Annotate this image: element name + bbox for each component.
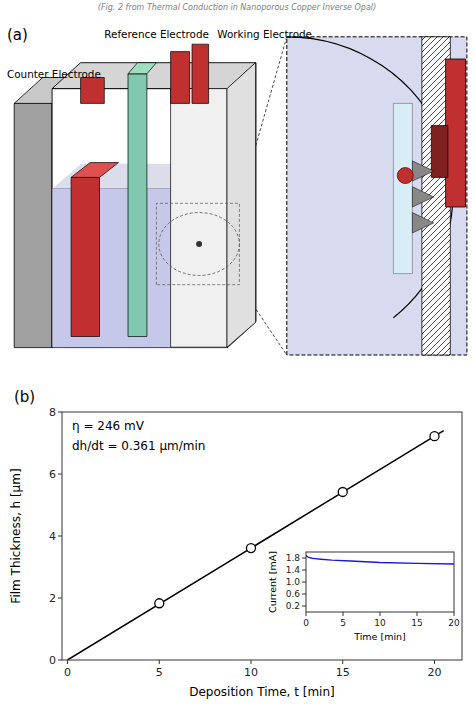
plot-frame: [306, 552, 454, 612]
y-tick-label: 0.6: [286, 589, 301, 599]
x-tick: [380, 612, 381, 616]
plot-area: [62, 412, 462, 660]
y-axis-label: Current [mA]: [267, 551, 278, 613]
schematic-shape: [431, 126, 448, 178]
schematic-shape: [128, 74, 147, 337]
schematic-shape: [228, 63, 257, 348]
main-chart: 0 5 10 15 20 0 2 4 6 8 Deposition Time, t [min] Fil…: [9, 388, 462, 699]
figure: (Fig. 2 from Thermal Conduction in Nanop…: [0, 0, 474, 718]
data-layer: [306, 556, 454, 564]
x-axis-label: Deposition Time, t [min]: [189, 685, 334, 699]
x-tick: [306, 612, 307, 616]
x-tick-label: 5: [156, 666, 163, 679]
plot-area: [306, 552, 454, 612]
data-point: [246, 544, 255, 553]
schematic-dot: [196, 241, 202, 247]
annotation: dh/dt = 0.361 μm/min: [72, 439, 205, 453]
schematic-shape: [412, 161, 433, 181]
data-line: [306, 556, 454, 564]
y-tick: [58, 536, 62, 537]
x-tick-label: 20: [427, 666, 441, 679]
y-tick: [58, 598, 62, 599]
schematic-shape: [171, 89, 227, 348]
data-point: [155, 599, 164, 608]
y-tick-label: 2: [49, 592, 56, 605]
y-tick: [302, 594, 306, 595]
x-tick-label: 5: [340, 618, 346, 628]
x-tick-label: 10: [244, 666, 258, 679]
x-tick-label: 20: [448, 618, 460, 628]
schematic-shape: [81, 78, 105, 104]
x-tick: [159, 660, 160, 664]
y-tick: [58, 412, 62, 413]
y-tick: [58, 474, 62, 475]
x-tick-label: 10: [374, 618, 386, 628]
data-point: [338, 487, 347, 496]
diagram-label: Working Electrode: [217, 28, 312, 40]
schematic-shape: [128, 63, 156, 74]
y-tick-label: 1.8: [286, 553, 301, 563]
figure-title: (Fig. 2 from Thermal Conduction in Nanop…: [98, 3, 376, 12]
y-tick: [302, 582, 306, 583]
schematic-shape: [156, 203, 239, 284]
x-tick-label: 0: [303, 618, 309, 628]
x-tick-label: 15: [336, 666, 350, 679]
y-tick: [302, 558, 306, 559]
x-tick: [434, 660, 435, 664]
data-point: [430, 432, 439, 441]
x-axis-label: Time [min]: [353, 631, 406, 642]
schematic-shape: [14, 103, 52, 347]
annotation: η = 246 mV: [72, 419, 145, 433]
y-tick: [302, 606, 306, 607]
x-tick: [250, 660, 251, 664]
y-tick-label: 1.4: [286, 565, 301, 575]
x-tick: [417, 612, 418, 616]
y-axis-label: Film Thickness, h [μm]: [9, 468, 23, 603]
schematic-shape: [71, 177, 99, 336]
y-tick-label: 0: [49, 654, 56, 667]
schematic-circle: [159, 213, 240, 276]
schematic-shape: [227, 63, 256, 348]
diagram-label: Reference Electrode: [104, 28, 209, 40]
panel-label: (a): [7, 26, 28, 44]
data-line: [68, 431, 444, 660]
data-layer: [68, 431, 444, 660]
schematic-shape: [412, 213, 433, 233]
y-tick-label: 8: [49, 406, 56, 419]
schematic-shape: [171, 52, 190, 104]
x-tick-label: 15: [411, 618, 422, 628]
panel-label: (b): [14, 388, 35, 406]
x-tick: [67, 660, 68, 664]
y-tick: [302, 570, 306, 571]
schematic-shape: [287, 37, 467, 355]
y-tick-label: 0.2: [286, 601, 300, 611]
y-tick-label: 1.0: [286, 577, 301, 587]
schematic-shape: [446, 59, 466, 207]
schematic-shape: [192, 44, 209, 103]
y-tick-label: 4: [49, 530, 56, 543]
schematic-shape: [412, 187, 433, 207]
schematic: [14, 37, 467, 355]
o-ring: [397, 168, 413, 184]
schematic-shape: [71, 163, 118, 178]
background: [0, 0, 474, 718]
y-tick-label: 6: [49, 468, 56, 481]
inset-chart: 0 5 10 15 20 0.2 0.6 1.0 1.4 1.8 Time [min] Current…: [267, 551, 460, 642]
diagram-label: Counter Electrode: [7, 68, 101, 80]
x-tick: [343, 612, 344, 616]
schematic-shape: [393, 103, 412, 273]
y-tick: [58, 660, 62, 661]
x-tick-label: 0: [64, 666, 71, 679]
x-tick: [342, 660, 343, 664]
plot-frame: [62, 412, 462, 660]
x-tick: [454, 612, 455, 616]
